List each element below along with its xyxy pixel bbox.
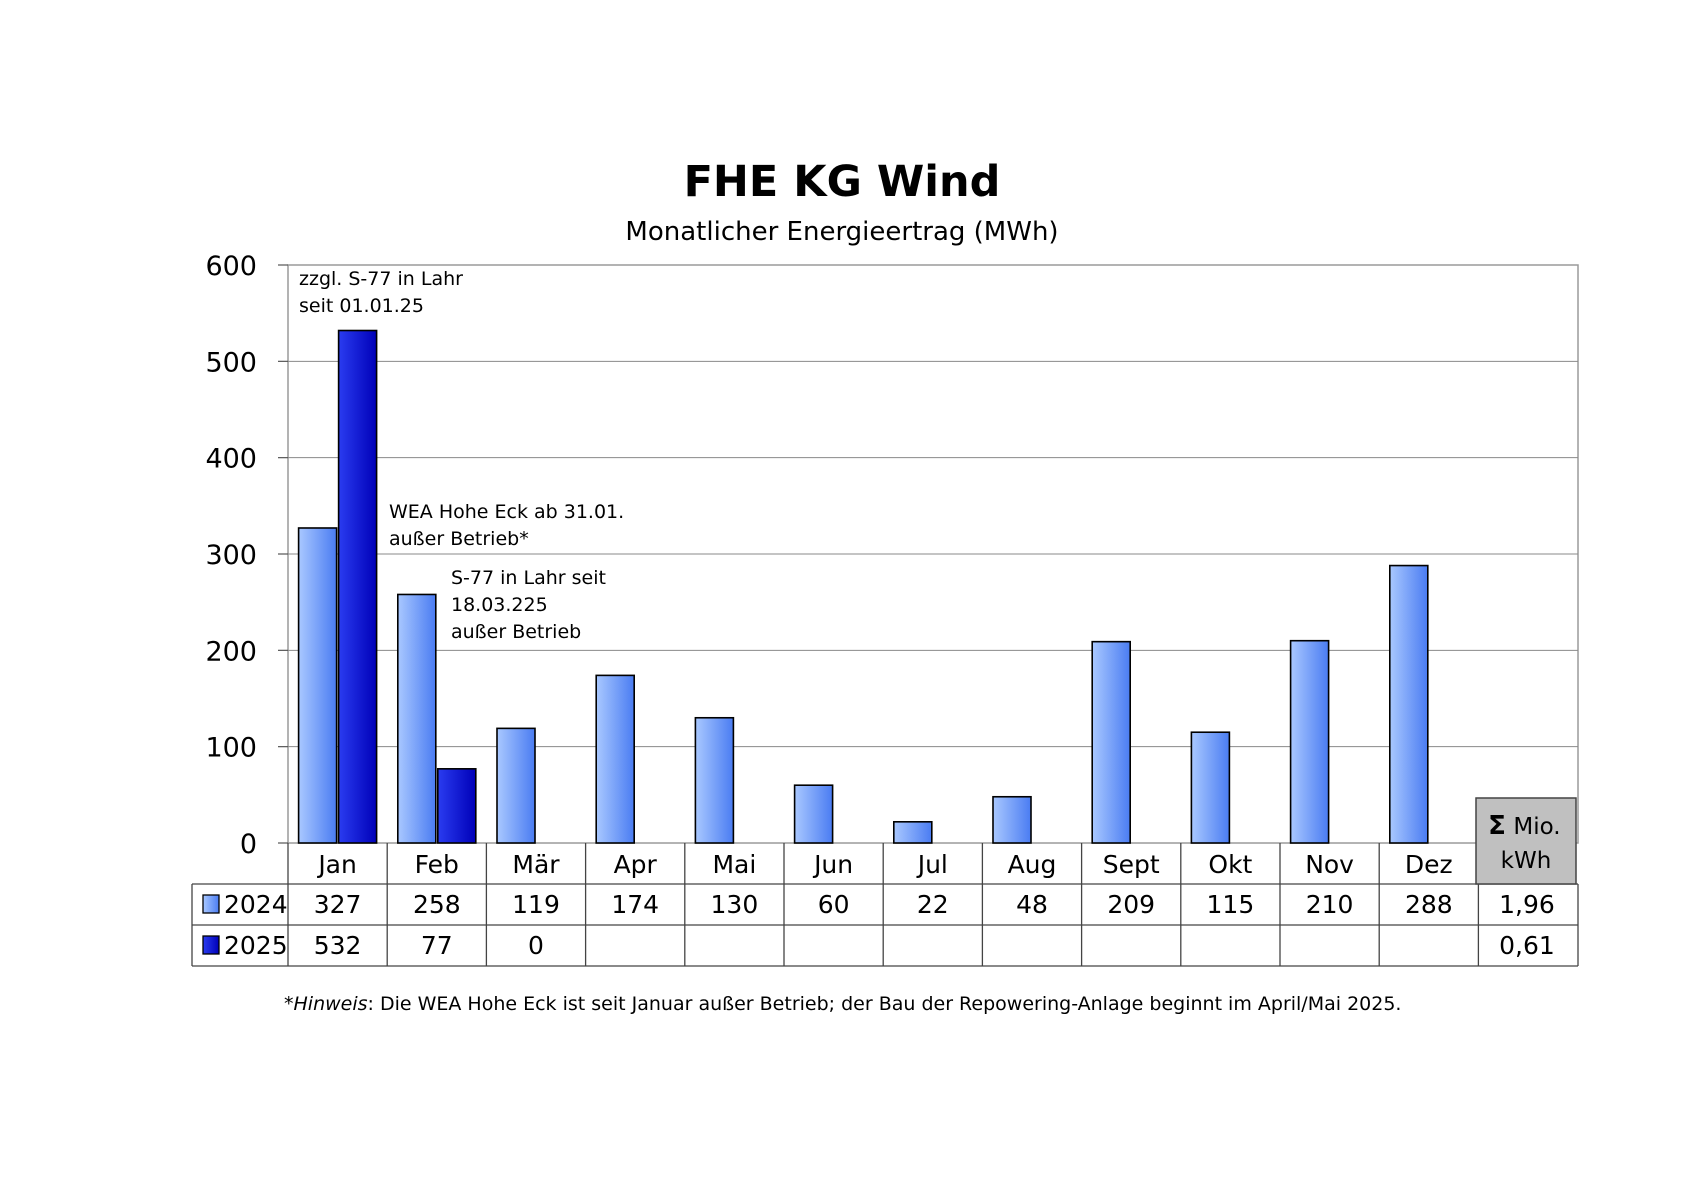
category-label: Feb	[415, 850, 459, 879]
footnote-label: *Hinweis	[284, 993, 368, 1015]
category-label: Okt	[1208, 850, 1252, 879]
sum-box: Σ Mio. kWh	[1475, 797, 1577, 885]
bar-2024-Nov	[1289, 639, 1330, 844]
legend-label-2024: 2024	[224, 890, 288, 919]
y-tick-label: 0	[240, 829, 257, 860]
table-cell-value: 48	[1016, 890, 1048, 919]
annotation-1: zzgl. S-77 in Lahr seit 01.01.25	[299, 268, 463, 317]
bar-2024-Jul	[892, 821, 933, 844]
annotation-line: seit 01.01.25	[299, 295, 424, 317]
y-tick-label: 500	[205, 347, 257, 378]
annotations: zzgl. S-77 in Lahr seit 01.01.25 WEA Hohe …	[299, 268, 624, 643]
table-cell-value: 77	[421, 931, 453, 960]
table-cell-value: 0	[528, 931, 544, 960]
bar-2024-Jan	[297, 527, 338, 844]
chart-title: FHE KG Wind	[684, 157, 1001, 207]
bar-2024-Jun	[793, 784, 834, 844]
bar-2024-Aug	[992, 795, 1032, 844]
chart-subtitle: Monatlicher Energieertrag (MWh)	[625, 217, 1058, 247]
category-label: Aug	[1008, 850, 1057, 879]
footnote-text: : Die WEA Hohe Eck ist seit Januar außer…	[368, 993, 1402, 1015]
y-tick-label: 100	[205, 733, 257, 764]
annotation-line: WEA Hohe Eck ab 31.01.	[389, 501, 624, 523]
bar-2025-Jan	[337, 329, 378, 844]
table-cell-value: 60	[818, 890, 850, 919]
data-table: Jan Feb Mär Apr Mai Jun Jul Aug Sept Okt Nov Dez 202…	[191, 843, 1579, 967]
category-label: Apr	[614, 850, 658, 879]
bar-2025-Feb	[436, 768, 477, 844]
category-label: Jun	[812, 850, 853, 879]
bar-2024-Mai	[694, 716, 735, 844]
table-cell-value: 210	[1306, 890, 1354, 919]
y-tick-label: 400	[205, 444, 257, 475]
category-label: Sept	[1103, 850, 1160, 879]
category-label: Nov	[1305, 850, 1354, 879]
table-total-2024: 1,96	[1499, 890, 1555, 919]
category-label: Jan	[316, 850, 357, 879]
bar-2024-Sept	[1091, 640, 1131, 844]
y-axis: 0 100 200 300 400 500 600	[205, 251, 288, 860]
table-cell-value: 115	[1207, 890, 1255, 919]
table-cell-value: 327	[314, 890, 362, 919]
legend-swatch-2024	[202, 894, 220, 914]
legend-label-2025: 2025	[224, 931, 288, 960]
annotation-3: S-77 in Lahr seit 18.03.225 außer Betrieb	[451, 567, 606, 643]
category-label: Mai	[712, 850, 756, 879]
table-cell-value: 532	[314, 931, 362, 960]
table-cell-value: 174	[611, 890, 659, 919]
annotation-line: außer Betrieb*	[389, 528, 529, 550]
bar-2024-Feb	[396, 593, 437, 844]
table-cell-value: 119	[512, 890, 560, 919]
annotation-line: außer Betrieb	[451, 621, 581, 643]
table-cell-value: 130	[711, 890, 759, 919]
bar-2024-Apr	[595, 674, 636, 844]
annotation-2: WEA Hohe Eck ab 31.01. außer Betrieb*	[389, 501, 624, 550]
sum-symbol: Σ	[1488, 811, 1506, 841]
category-label: Jul	[916, 850, 948, 879]
category-label: Mär	[512, 850, 560, 879]
y-tick-label: 600	[205, 251, 257, 282]
table-cell-value: 258	[413, 890, 461, 919]
table-cell-value: 209	[1107, 890, 1155, 919]
sum-unit-line2: kWh	[1501, 848, 1552, 874]
annotation-line: zzgl. S-77 in Lahr	[299, 268, 463, 290]
bars	[297, 329, 1429, 844]
sum-unit-line1: Mio.	[1513, 814, 1560, 840]
bar-2024-Mär	[496, 727, 536, 844]
annotation-line: 18.03.225	[451, 594, 548, 616]
bar-2024-Dez	[1389, 564, 1429, 844]
legend-swatch-2025	[202, 935, 220, 955]
table-cell-value: 22	[917, 890, 949, 919]
y-tick-label: 200	[205, 636, 257, 667]
sum-header-cell	[1475, 797, 1577, 885]
category-label: Dez	[1405, 850, 1453, 879]
table-cell-value: 288	[1405, 890, 1453, 919]
table-total-2025: 0,61	[1499, 931, 1555, 960]
footnote: *Hinweis: Die WEA Hohe Eck ist seit Janu…	[284, 993, 1401, 1015]
annotation-line: S-77 in Lahr seit	[451, 567, 606, 589]
y-tick-label: 300	[205, 540, 257, 571]
bar-2024-Okt	[1190, 731, 1231, 844]
